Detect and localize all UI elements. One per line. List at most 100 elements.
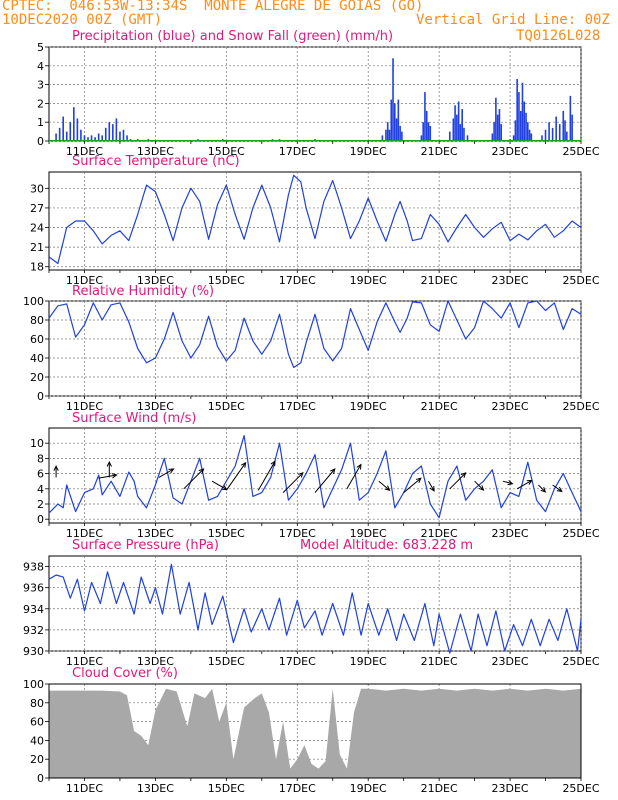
wind-arrow-head xyxy=(106,460,112,467)
precip-bar xyxy=(454,105,456,141)
precip-bar xyxy=(55,133,57,141)
wind-x-tick-label: 21DEC xyxy=(421,527,458,540)
wind-arrow-head xyxy=(297,471,304,478)
precip-bar xyxy=(388,129,391,141)
wind-title: Surface Wind (m/s) xyxy=(72,411,197,426)
cloud-area xyxy=(49,688,581,778)
model-altitude: Model Altitude: 683.228 m xyxy=(300,538,474,553)
wind-arrow-head xyxy=(429,485,435,492)
precip-bar xyxy=(65,131,68,141)
precip-y-tick-label: 1 xyxy=(37,116,44,129)
wind-arrow-head xyxy=(556,486,563,493)
precip-bar xyxy=(390,99,393,141)
wind-arrow xyxy=(428,480,435,492)
wind-arrow-head xyxy=(168,468,175,474)
wind-arrow xyxy=(552,484,563,492)
wind-arrow-head xyxy=(415,477,422,483)
precip-bar xyxy=(518,92,520,141)
pressure-x-tick-label: 19DEC xyxy=(350,655,387,668)
wind-arrow-head xyxy=(460,472,467,478)
precip-y-tick-label: 0 xyxy=(37,135,44,148)
cloud-x-tick-label: 15DEC xyxy=(208,782,245,795)
precip-x-tick-label: 17DEC xyxy=(279,145,316,158)
pressure-y-tick-label: 932 xyxy=(23,624,44,637)
wind-arrow-head xyxy=(198,468,205,474)
pressure-x-tick-label: 11DEC xyxy=(66,655,103,668)
wind-x-tick-label: 23DEC xyxy=(492,527,529,540)
precip-bar xyxy=(83,135,86,141)
precip-bar xyxy=(528,129,531,141)
rh-x-tick-label: 15DEC xyxy=(208,400,245,413)
precip-bar xyxy=(566,131,568,141)
precip-bar xyxy=(386,122,389,141)
wind-arrow xyxy=(183,468,204,490)
rh-y-tick-label: 100 xyxy=(23,295,44,308)
wind-y-tick-label: 0 xyxy=(37,513,44,526)
cloud-title: Cloud Cover (%) xyxy=(72,666,178,681)
wind-x-tick-label: 25DEC xyxy=(562,527,599,540)
wind-arrow-head xyxy=(240,461,247,468)
precip-bar xyxy=(87,137,89,141)
wind-arrow xyxy=(474,480,484,491)
cloud-frame-top xyxy=(48,683,582,779)
rh-y-tick-label: 60 xyxy=(30,333,44,346)
precip-bar xyxy=(62,116,64,141)
grid-line-note: Vertical Grid Line: 00Z xyxy=(416,12,610,28)
wind-arrow xyxy=(449,472,466,490)
precip-bar xyxy=(452,118,455,141)
wind-x-tick-label: 13DEC xyxy=(137,527,174,540)
wind-arrow-head xyxy=(53,465,59,471)
precip-y-tick-label: 5 xyxy=(37,41,44,54)
precip-bar xyxy=(456,114,458,141)
precip-bar xyxy=(569,95,572,141)
precip-bar xyxy=(385,129,387,141)
wind-arrow xyxy=(403,477,422,493)
pressure-y-tick-label: 934 xyxy=(23,603,44,616)
wind-arrow-head xyxy=(526,479,533,485)
wind-x-tick-label: 17DEC xyxy=(279,527,316,540)
precip-bar xyxy=(427,122,430,141)
precip-bar xyxy=(395,118,398,141)
precip-y-tick-label: 2 xyxy=(37,97,44,110)
wind-arrow-head xyxy=(111,473,118,479)
rh-y-tick-label: 0 xyxy=(37,390,44,403)
wind-arrow-head xyxy=(384,485,391,491)
precip-bar xyxy=(429,125,432,141)
precip-bar xyxy=(122,129,125,141)
precip-x-tick-label: 21DEC xyxy=(421,145,458,158)
wind-arrow-head xyxy=(270,460,276,467)
precip-bar xyxy=(457,101,460,141)
temp-x-tick-label: 13DEC xyxy=(137,274,174,287)
wind-arrow xyxy=(211,480,227,491)
wind-arrow xyxy=(378,480,390,491)
temp-x-tick-label: 23DEC xyxy=(492,274,529,287)
precip-bar xyxy=(500,124,502,141)
precip-title: Precipitation (blue) and Snow Fall (gree… xyxy=(72,29,394,44)
rh-y-tick-label: 80 xyxy=(30,314,44,327)
wind-x-tick-label: 15DEC xyxy=(208,527,245,540)
precip-x-tick-label: 11DEC xyxy=(66,145,103,158)
precip-bar xyxy=(94,137,96,141)
precip-y-tick-label: 4 xyxy=(37,60,44,73)
cloud-x-tick-label: 13DEC xyxy=(137,782,174,795)
run-date: 10DEC2020 00Z (GMT) xyxy=(2,12,163,28)
wind-line xyxy=(48,435,582,519)
wind-y-tick-label: 2 xyxy=(37,498,44,511)
temp-x-tick-label: 25DEC xyxy=(562,274,599,287)
rh-title: Relative Humidity (%) xyxy=(72,284,215,299)
precip-bar xyxy=(495,97,497,141)
wind-y-tick-label: 4 xyxy=(37,483,44,496)
wind-arrow-head xyxy=(478,485,485,491)
rh-x-tick-label: 25DEC xyxy=(562,400,599,413)
wind-x-tick-label: 19DEC xyxy=(350,527,387,540)
wind-arrow xyxy=(538,484,546,493)
rh-x-tick-label: 13DEC xyxy=(137,400,174,413)
pressure-x-tick-label: 17DEC xyxy=(279,655,316,668)
precip-bar xyxy=(548,122,550,141)
precip-bar xyxy=(420,135,423,141)
precip-bar xyxy=(544,129,547,141)
precip-bar xyxy=(397,99,400,141)
precip-bar xyxy=(558,124,561,141)
precip-bar xyxy=(564,120,566,141)
precip-bar xyxy=(516,78,518,141)
